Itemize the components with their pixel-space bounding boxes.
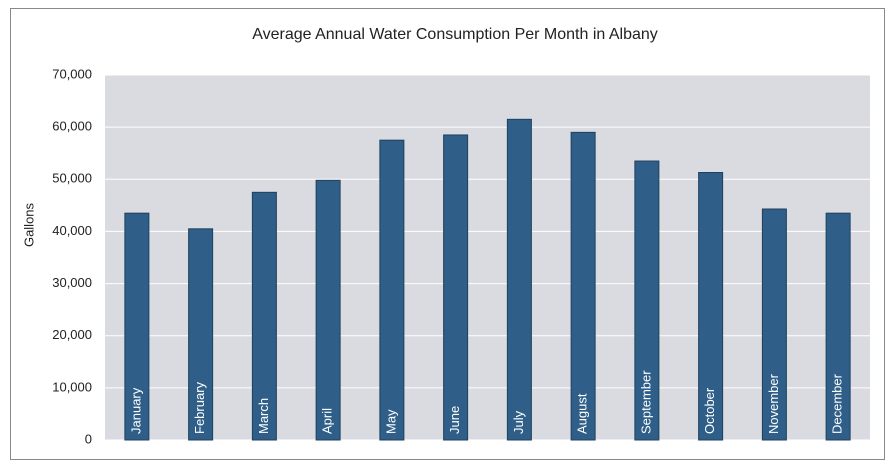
bar bbox=[188, 228, 214, 441]
bar bbox=[634, 160, 660, 441]
bar bbox=[124, 212, 150, 441]
x-tick-label: April bbox=[320, 408, 335, 434]
x-tick-label: December bbox=[830, 373, 845, 434]
bar bbox=[570, 131, 596, 441]
y-tick-label: 70,000 bbox=[52, 66, 92, 81]
x-tick-label: September bbox=[638, 370, 653, 434]
x-tick-label: February bbox=[192, 381, 207, 434]
bar bbox=[761, 208, 787, 441]
plot-area bbox=[105, 75, 870, 440]
x-tick-label: March bbox=[256, 398, 271, 434]
bar bbox=[698, 172, 724, 441]
bar bbox=[251, 191, 277, 441]
chart-title: Average Annual Water Consumption Per Mon… bbox=[252, 26, 658, 43]
bar bbox=[315, 179, 341, 441]
x-tick-label: January bbox=[128, 387, 143, 434]
bar bbox=[825, 212, 851, 441]
y-tick-label: 0 bbox=[85, 431, 92, 446]
x-tick-label: November bbox=[766, 373, 781, 434]
bar bbox=[506, 118, 532, 441]
x-tick-label: May bbox=[383, 409, 398, 434]
y-tick-label: 50,000 bbox=[52, 171, 92, 186]
y-tick-label: 10,000 bbox=[52, 379, 92, 394]
x-tick-label: August bbox=[575, 393, 590, 434]
y-tick-label: 60,000 bbox=[52, 119, 92, 134]
bar bbox=[443, 134, 469, 441]
y-axis-label: Gallons bbox=[21, 202, 36, 247]
y-tick-label: 40,000 bbox=[52, 223, 92, 238]
bar bbox=[379, 139, 405, 441]
x-tick-label: October bbox=[702, 387, 717, 434]
y-tick-label: 20,000 bbox=[52, 327, 92, 342]
x-tick-label: July bbox=[511, 410, 526, 434]
y-tick-label: 30,000 bbox=[52, 275, 92, 290]
x-tick-label: June bbox=[447, 406, 462, 434]
